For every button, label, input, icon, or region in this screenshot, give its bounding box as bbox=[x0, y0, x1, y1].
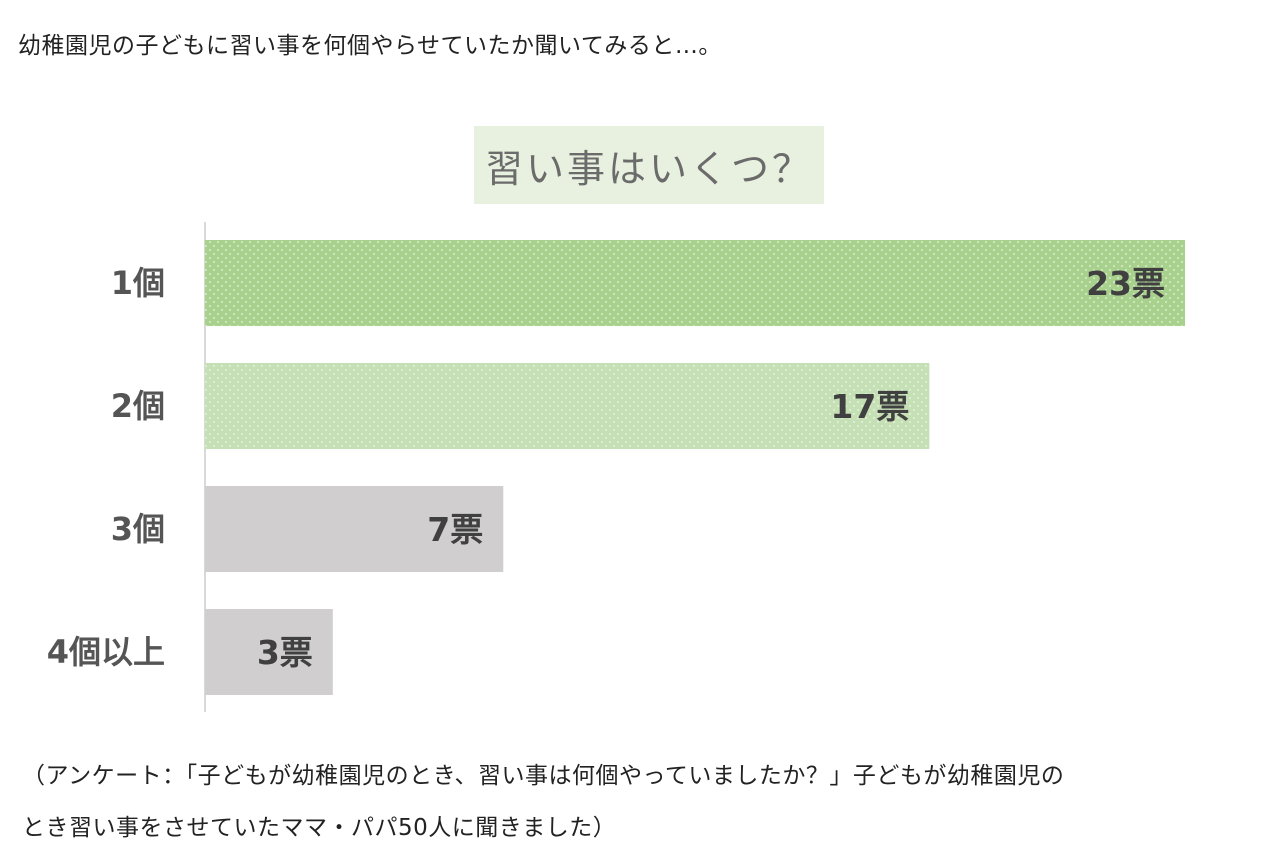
value-label-3: 7票 bbox=[427, 510, 483, 549]
value-label-2: 17票 bbox=[830, 387, 909, 426]
survey-note-line2: とき習い事をさせていたママ・パパ50人に聞きました） bbox=[22, 815, 617, 841]
bar-4 bbox=[205, 609, 333, 695]
bar-pattern-1 bbox=[205, 240, 1185, 326]
survey-note-line1: （アンケート：「子どもが幼稚園児のとき、習い事は何個やっていましたか？」子どもが… bbox=[22, 763, 1065, 789]
category-label-1: 1個 bbox=[111, 264, 165, 302]
value-label-1: 23票 bbox=[1086, 264, 1165, 303]
chart-title: 習い事はいくつ？ bbox=[474, 126, 824, 204]
bar-pattern-2 bbox=[205, 363, 930, 449]
category-label-3: 3個 bbox=[111, 510, 165, 548]
intro-text: 幼稚園児の子どもに習い事を何個やらせていたか聞いてみると…。 bbox=[18, 33, 722, 59]
value-label-4: 3票 bbox=[257, 633, 313, 672]
category-label-2: 2個 bbox=[111, 387, 165, 425]
bar-3 bbox=[205, 486, 504, 572]
category-label-4: 4個以上 bbox=[47, 633, 165, 671]
